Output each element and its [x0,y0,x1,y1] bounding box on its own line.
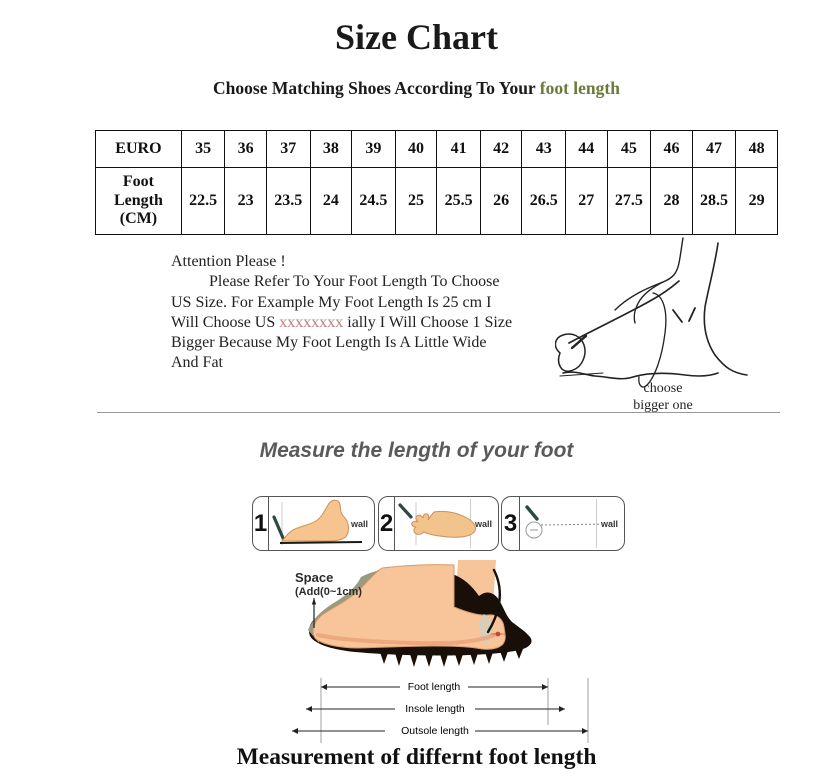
svg-text:Outsole length: Outsole length [401,725,469,737]
svg-text:Foot length: Foot length [408,681,461,693]
svg-text:Insole length: Insole length [405,703,465,715]
